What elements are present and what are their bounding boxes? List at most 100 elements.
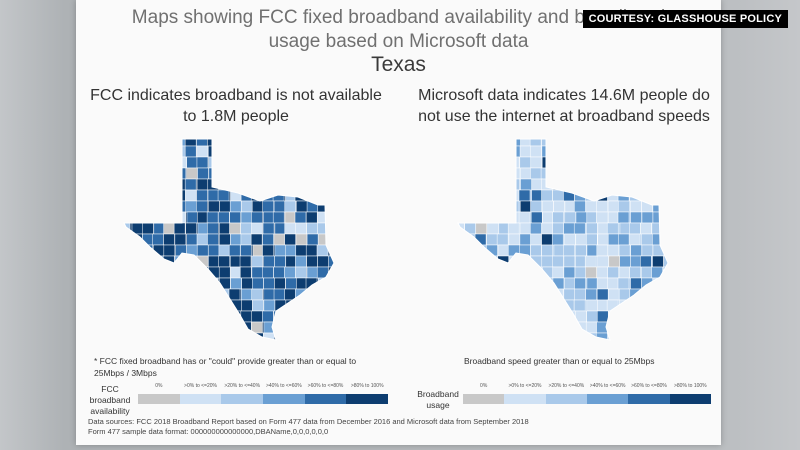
county-cell [207,288,219,301]
county-cell [474,189,487,202]
fcc-legend-tick: >60% to <=80% [307,383,344,389]
county-cell [251,222,263,235]
county-cell [263,344,274,345]
county-cell [519,321,532,334]
county-cell [596,277,609,290]
county-cell [498,344,509,345]
county-cell [124,332,132,340]
county-cell [240,189,253,202]
county-cell [498,167,510,180]
county-cell [509,145,521,158]
county-cell [262,222,275,235]
county-cell [218,211,230,224]
county-cell [341,322,352,333]
county-cell [339,311,350,322]
county-cell [618,244,631,257]
county-cell [531,299,544,312]
county-cell [552,189,564,202]
right-heading-line1: Microsoft data indicates 14.6M people do [418,87,710,104]
county-cell [229,310,242,323]
county-cell [217,189,230,202]
county-cell [185,266,197,279]
county-cell [575,244,587,257]
county-cell [341,256,352,267]
left-panel-heading: FCC indicates broadband is not available… [86,85,386,127]
county-cell [285,299,298,312]
right-panel-heading: Microsoft data indicates 14.6M people do… [414,85,714,127]
usage-legend-tick: >40% to <=60% [589,383,626,389]
county-cell [530,255,543,268]
county-cell [618,332,631,340]
county-cell [307,321,320,334]
county-cell [630,200,642,213]
county-cell [487,344,498,345]
county-cell [240,332,252,340]
county-cell [617,156,630,169]
county-cell [131,211,143,224]
fcc-legend-swatch [263,394,305,404]
county-cell [487,156,499,169]
county-cell [207,310,220,323]
county-cell [629,139,642,147]
county-cell [163,211,175,224]
county-cell [641,310,653,323]
usage-legend-swatch [545,394,587,404]
county-cell [130,178,143,191]
county-cell [541,255,554,268]
county-cell [458,178,466,191]
county-cell [124,288,131,301]
fcc-legend-swatch [221,394,264,404]
county-cell [339,333,350,344]
county-cell [163,156,176,169]
county-cell [508,233,521,246]
county-cell [574,167,586,180]
county-cell [296,299,308,312]
county-cell [186,233,198,246]
fcc-legend-tick: >0% to <=20% [184,383,217,389]
county-cell [163,189,176,202]
county-cell [575,233,588,246]
county-cell [475,332,488,340]
usage-legend-tick: >60% to <=80% [631,383,667,389]
county-cell [618,266,631,279]
county-cell [663,189,668,202]
county-cell [240,211,253,224]
county-cell [273,344,284,345]
county-cell [162,299,175,312]
county-cell [520,299,532,312]
county-cell [464,277,477,290]
county-cell [208,167,221,180]
county-cell [241,178,253,191]
county-cell [152,266,164,279]
county-cell [274,244,287,257]
county-cell [530,310,542,323]
county-cell [530,266,542,279]
county-cell [208,244,220,257]
county-cell [674,300,685,311]
county-cell [251,178,263,191]
county-cell [284,266,296,279]
county-cell [162,167,175,180]
county-cell [519,145,532,158]
usage-legend-bar [463,394,711,404]
county-cell [175,288,187,301]
county-cell [542,200,554,213]
county-cell [487,178,499,191]
county-cell [327,310,334,323]
county-cell [219,277,231,290]
county-cell [486,233,498,246]
county-cell [152,145,165,158]
county-cell [229,211,241,224]
county-cell [518,189,531,202]
county-cell [618,200,630,213]
county-cell [487,299,499,312]
county-cell [262,167,274,180]
county-cell [295,255,307,268]
county-cell [341,223,352,234]
county-cell [487,222,500,235]
county-cell [574,178,586,191]
county-cell [541,233,553,246]
county-cell [674,344,685,345]
county-cell [131,321,143,334]
county-cell [641,167,653,180]
